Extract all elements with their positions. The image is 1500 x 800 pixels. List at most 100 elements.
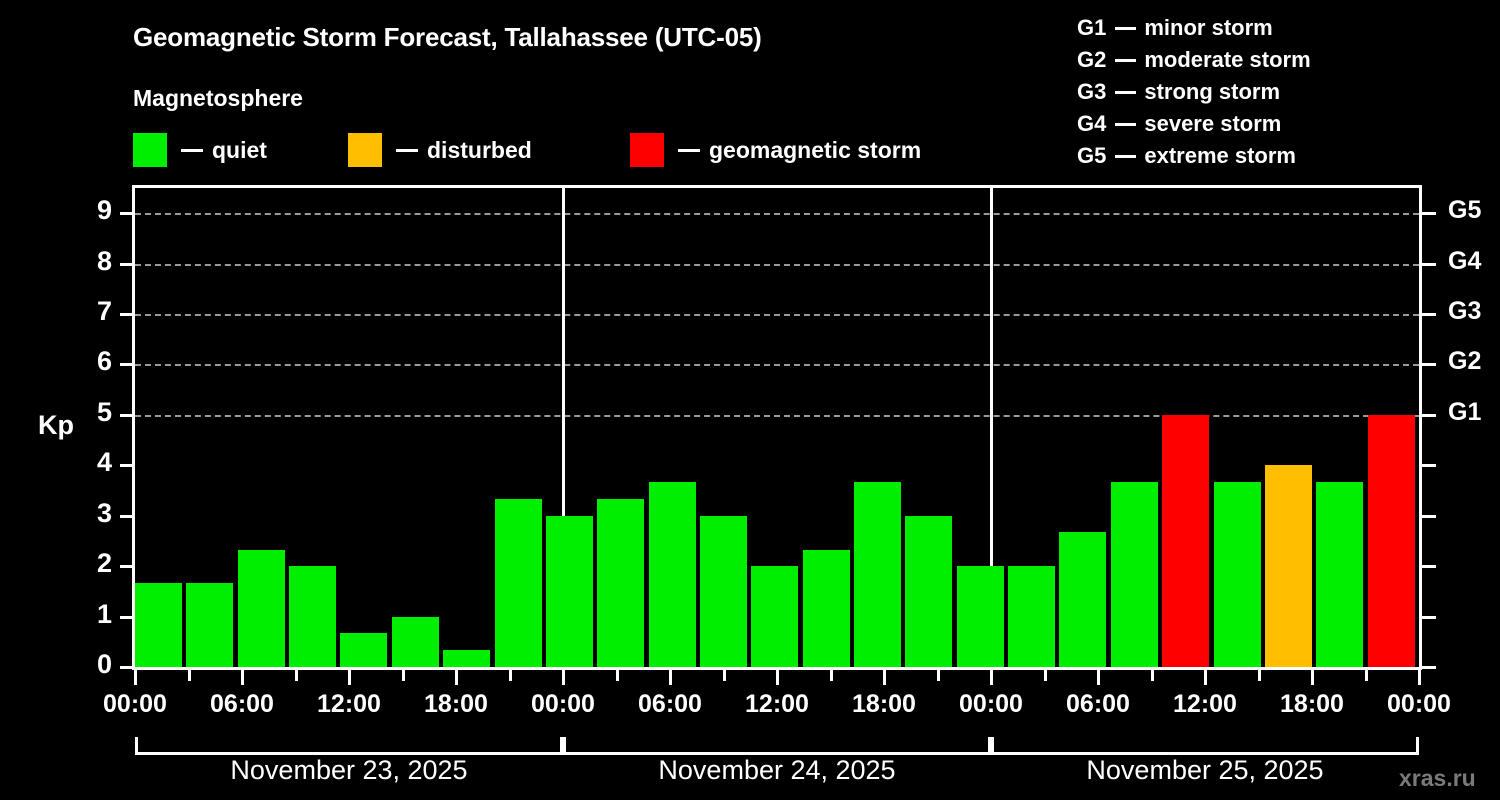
bar[interactable] — [1214, 481, 1261, 667]
x-tick-label: 06:00 — [638, 690, 702, 718]
x-tick-label: 12:00 — [745, 690, 809, 718]
g-scale-row-g4: G4 severe storm — [1077, 108, 1311, 140]
x-tick — [1311, 670, 1314, 685]
g-scale-desc-g5: extreme storm — [1144, 143, 1296, 168]
bar[interactable] — [649, 481, 696, 667]
g-scale-row-g5: G5 extreme storm — [1077, 140, 1311, 172]
x-tick — [1418, 670, 1421, 685]
x-tick — [990, 670, 993, 685]
x-minor-tick — [401, 670, 405, 681]
bar[interactable] — [597, 499, 644, 667]
g-scale-code-g1: G1 — [1077, 15, 1107, 40]
g-scale-code-g2: G2 — [1077, 47, 1107, 72]
x-tick — [455, 670, 458, 685]
bar[interactable] — [340, 633, 387, 667]
bar[interactable] — [1368, 414, 1415, 667]
legend-label-geomagnetic-storm: geomagnetic storm — [709, 136, 922, 163]
x-minor-tick — [615, 670, 619, 681]
day-bracket-end-tick — [560, 737, 563, 755]
x-tick — [1204, 670, 1207, 685]
bar[interactable] — [854, 481, 901, 667]
g-scale-dash-icon — [1115, 26, 1137, 30]
x-tick — [1097, 670, 1100, 685]
x-tick — [134, 670, 137, 685]
legend-swatch-disturbed — [348, 133, 382, 167]
plot-inner — [135, 188, 1419, 667]
gridline-kp-7 — [135, 314, 1419, 317]
bar[interactable] — [135, 582, 182, 667]
bar[interactable] — [751, 566, 798, 667]
g-scale-dash-icon — [1115, 154, 1137, 158]
y-tick-label-3: 3 — [96, 497, 112, 528]
x-minor-tick — [508, 670, 512, 681]
legend-dash-icon — [396, 148, 418, 152]
legend-swatch-quiet — [133, 133, 167, 167]
day-bracket-line — [563, 752, 991, 755]
bar[interactable] — [186, 582, 233, 667]
bar[interactable] — [957, 566, 1004, 667]
day-bracket-line — [135, 752, 563, 755]
plot-area — [132, 185, 1422, 667]
g-axis-label-g4: G4 — [1448, 246, 1482, 275]
bar[interactable] — [1059, 532, 1106, 667]
y-tick-1 — [120, 615, 132, 619]
bar[interactable] — [1265, 465, 1312, 667]
bar[interactable] — [905, 515, 952, 667]
bar[interactable] — [1008, 566, 1055, 667]
x-axis-line — [132, 667, 1422, 670]
y-tick-6 — [120, 363, 132, 367]
bar[interactable] — [289, 566, 336, 667]
gridline-kp-9 — [135, 213, 1419, 216]
bar-series — [135, 188, 1419, 667]
g-axis-label-g5: G5 — [1448, 196, 1482, 225]
day-bracket-end-tick — [988, 737, 991, 755]
x-tick — [562, 670, 565, 685]
bar[interactable] — [495, 499, 542, 667]
day-label: November 25, 2025 — [1086, 755, 1324, 785]
legend-dash-icon — [678, 148, 700, 152]
day-label: November 23, 2025 — [230, 755, 468, 785]
bar[interactable] — [700, 515, 747, 667]
y-tick-label-7: 7 — [96, 296, 112, 327]
day-bracket-start-tick — [135, 737, 138, 755]
y-tick-label-1: 1 — [96, 598, 112, 629]
x-tick — [669, 670, 672, 685]
x-minor-tick — [1043, 670, 1047, 681]
y-tick-label-2: 2 — [96, 548, 112, 579]
x-tick-label: 06:00 — [1066, 690, 1130, 718]
bar[interactable] — [392, 616, 439, 667]
bar[interactable] — [443, 650, 490, 667]
g-scale-row-g3: G3 strong storm — [1077, 76, 1311, 108]
x-minor-tick — [187, 670, 191, 681]
x-minor-tick — [936, 670, 940, 681]
y-tick-0 — [120, 666, 132, 669]
g-axis-label-g3: G3 — [1448, 297, 1482, 326]
y-tick-label-6: 6 — [96, 346, 112, 377]
legend-item-geomagnetic-storm: geomagnetic storm — [630, 133, 921, 167]
y-tick-5 — [120, 413, 132, 417]
g-axis-tick-kp-2 — [1422, 565, 1436, 569]
y-tick-label-5: 5 — [96, 396, 112, 427]
bar[interactable] — [1111, 481, 1158, 667]
x-tick — [883, 670, 886, 685]
bar[interactable] — [1162, 414, 1209, 667]
x-minor-tick — [1150, 670, 1154, 681]
watermark: xras.ru — [1399, 765, 1476, 791]
x-tick-label: 18:00 — [424, 690, 488, 718]
x-tick-label: 00:00 — [1387, 690, 1451, 718]
y-tick-7 — [120, 313, 132, 317]
bar[interactable] — [1316, 481, 1363, 667]
bar[interactable] — [238, 549, 285, 667]
y-tick-label-0: 0 — [96, 649, 112, 679]
y-tick-label-8: 8 — [96, 245, 112, 276]
g-axis-tick-kp-0 — [1422, 666, 1436, 669]
bar[interactable] — [546, 515, 593, 667]
g-scale-dash-icon — [1115, 90, 1137, 94]
page-title: Geomagnetic Storm Forecast, Tallahassee … — [133, 22, 762, 52]
legend-label-disturbed: disturbed — [427, 136, 532, 163]
g-scale-dash-icon — [1115, 122, 1137, 126]
y-tick-9 — [120, 212, 132, 216]
legend-label-quiet: quiet — [212, 136, 267, 163]
bar[interactable] — [803, 549, 850, 667]
